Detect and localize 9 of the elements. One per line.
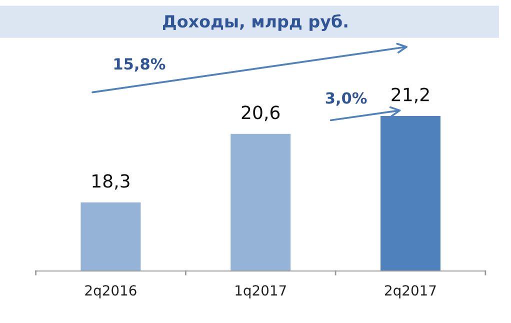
x-tick-label: 2q2017 (385, 285, 436, 298)
data-label: 20,6 (242, 106, 280, 122)
data-label: 21,2 (392, 88, 429, 104)
data-label: 18,3 (92, 174, 130, 190)
text: 15,8% (114, 58, 166, 72)
chart-title: Доходы, млрд руб. (163, 14, 348, 32)
x-tick-label: 1q2017 (236, 285, 286, 298)
text: 3,0% (326, 92, 367, 106)
x-tick-label: 2q2016 (85, 285, 136, 298)
